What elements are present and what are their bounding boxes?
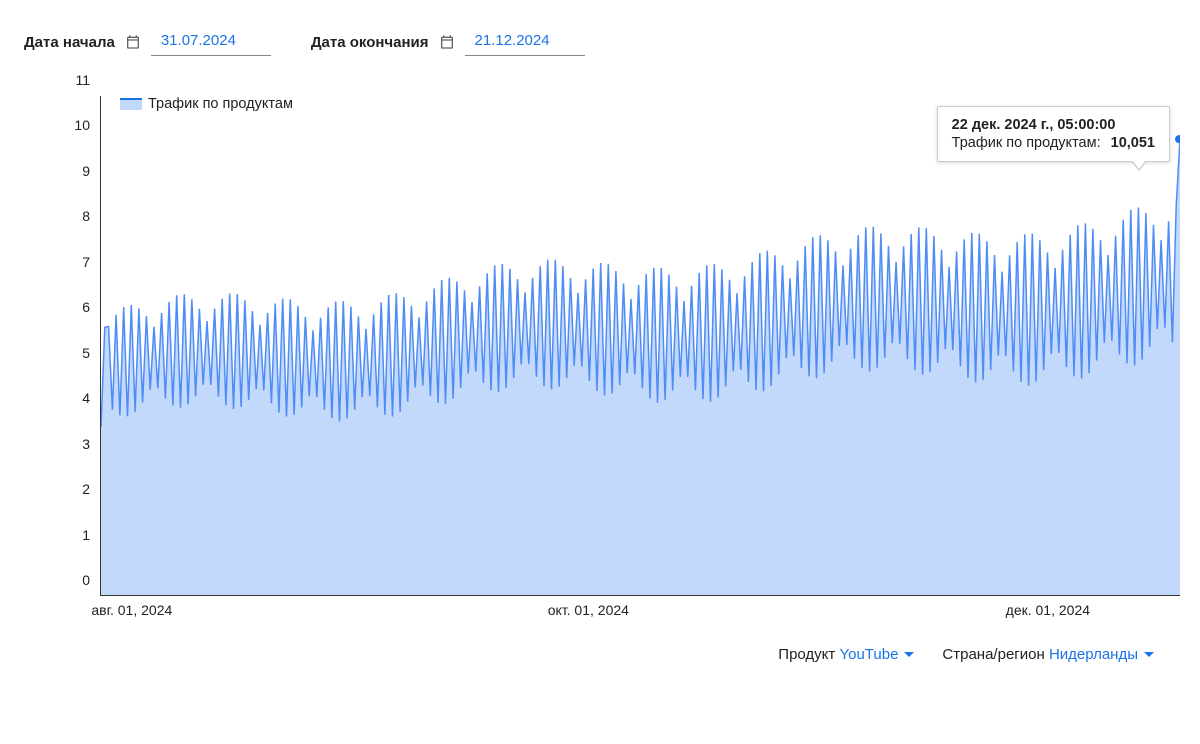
calendar-icon[interactable] bbox=[439, 34, 455, 50]
y-tick-label: 4 bbox=[82, 390, 90, 406]
product-value: YouTube bbox=[839, 646, 898, 663]
date-range-controls: Дата начала Дата окончания bbox=[20, 8, 1180, 66]
traffic-chart: Трафик по продуктам 22 дек. 2024 г., 05:… bbox=[20, 96, 1180, 626]
y-tick-label: 3 bbox=[82, 436, 90, 452]
product-dropdown[interactable]: YouTube bbox=[839, 646, 914, 663]
y-axis: 01234567891011 bbox=[20, 96, 100, 596]
region-value: Нидерланды bbox=[1049, 646, 1138, 663]
y-tick-label: 2 bbox=[82, 481, 90, 497]
plot-area bbox=[100, 96, 1180, 596]
y-tick-label: 11 bbox=[75, 72, 90, 88]
y-tick-label: 8 bbox=[82, 208, 90, 224]
y-tick-label: 7 bbox=[82, 254, 90, 270]
region-selector: Страна/регион Нидерланды bbox=[942, 646, 1154, 663]
y-tick-label: 1 bbox=[82, 527, 90, 543]
y-tick-label: 10 bbox=[74, 117, 90, 133]
region-label: Страна/регион bbox=[942, 646, 1044, 663]
product-selector: Продукт YouTube bbox=[778, 646, 914, 663]
y-tick-label: 6 bbox=[82, 299, 90, 315]
x-tick-label: авг. 01, 2024 bbox=[91, 602, 172, 618]
end-date-input[interactable] bbox=[465, 28, 585, 56]
end-date-field: Дата окончания bbox=[311, 28, 585, 56]
y-tick-label: 9 bbox=[82, 163, 90, 179]
y-tick-label: 5 bbox=[82, 345, 90, 361]
start-date-field: Дата начала bbox=[24, 28, 271, 56]
x-tick-label: дек. 01, 2024 bbox=[1006, 602, 1090, 618]
chevron-down-icon bbox=[1144, 652, 1154, 657]
end-date-label: Дата окончания bbox=[311, 34, 429, 51]
product-label: Продукт bbox=[778, 646, 835, 663]
chevron-down-icon bbox=[904, 652, 914, 657]
x-axis: авг. 01, 2024окт. 01, 2024дек. 01, 2024 bbox=[100, 596, 1180, 626]
start-date-label: Дата начала bbox=[24, 34, 115, 51]
x-tick-label: окт. 01, 2024 bbox=[548, 602, 629, 618]
calendar-icon[interactable] bbox=[125, 34, 141, 50]
region-dropdown[interactable]: Нидерланды bbox=[1049, 646, 1154, 663]
y-tick-label: 0 bbox=[82, 572, 90, 588]
start-date-input[interactable] bbox=[151, 28, 271, 56]
chart-footer-controls: Продукт YouTube Страна/регион Нидерланды bbox=[20, 626, 1180, 663]
